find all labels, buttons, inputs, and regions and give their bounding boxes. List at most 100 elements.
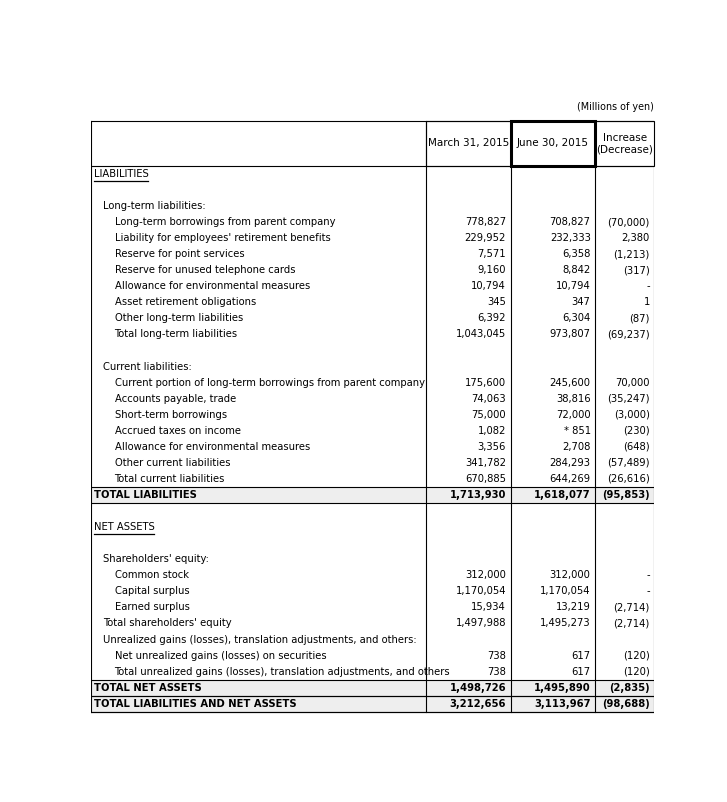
Text: (648): (648) [623, 442, 650, 452]
Text: Increase
(Decrease): Increase (Decrease) [596, 132, 653, 154]
Text: Liability for employees' retirement benefits: Liability for employees' retirement bene… [115, 233, 330, 243]
Text: 778,827: 778,827 [465, 217, 506, 227]
Text: 232,333: 232,333 [550, 233, 590, 243]
Text: 284,293: 284,293 [550, 458, 590, 468]
Text: 617: 617 [571, 650, 590, 661]
Text: NET ASSETS: NET ASSETS [94, 522, 154, 533]
Text: Total shareholders' equity: Total shareholders' equity [103, 618, 232, 629]
Text: 973,807: 973,807 [550, 330, 590, 339]
Text: 3,356: 3,356 [478, 442, 506, 452]
Text: Other long-term liabilities: Other long-term liabilities [115, 314, 243, 323]
Text: (Millions of yen): (Millions of yen) [577, 102, 654, 111]
Text: (69,237): (69,237) [607, 330, 650, 339]
Text: 38,816: 38,816 [556, 394, 590, 403]
Text: (317): (317) [623, 265, 650, 275]
Text: 1,170,054: 1,170,054 [456, 586, 506, 597]
Text: 6,392: 6,392 [478, 314, 506, 323]
Text: 312,000: 312,000 [550, 570, 590, 581]
Text: 6,304: 6,304 [563, 314, 590, 323]
Text: Reserve for point services: Reserve for point services [115, 249, 244, 259]
Text: Reserve for unused telephone cards: Reserve for unused telephone cards [115, 265, 295, 275]
Text: 1,170,054: 1,170,054 [540, 586, 590, 597]
Text: Common stock: Common stock [115, 570, 188, 581]
Text: 738: 738 [487, 666, 506, 677]
Text: 72,000: 72,000 [556, 410, 590, 419]
Text: 70,000: 70,000 [615, 378, 650, 387]
Text: 229,952: 229,952 [465, 233, 506, 243]
Text: 1,043,045: 1,043,045 [456, 330, 506, 339]
Text: 10,794: 10,794 [471, 282, 506, 291]
Text: -: - [646, 570, 650, 581]
Text: Capital surplus: Capital surplus [115, 586, 189, 597]
Text: Accrued taxes on income: Accrued taxes on income [115, 426, 241, 435]
Text: * 851: * 851 [563, 426, 590, 435]
Text: 2,708: 2,708 [562, 442, 590, 452]
Bar [510, 121, 595, 166]
Text: (3,000): (3,000) [614, 410, 650, 419]
Text: Earned surplus: Earned surplus [115, 602, 190, 613]
Text: 738: 738 [487, 650, 506, 661]
Text: 617: 617 [571, 666, 590, 677]
Text: (98,688): (98,688) [602, 699, 650, 709]
Text: Allowance for environmental measures: Allowance for environmental measures [115, 282, 310, 291]
Text: 670,885: 670,885 [465, 474, 506, 484]
Text: Short-term borrowings: Short-term borrowings [115, 410, 227, 419]
Text: Current liabilities:: Current liabilities: [103, 362, 192, 371]
Text: 1,497,988: 1,497,988 [456, 618, 506, 629]
Bar [91, 487, 654, 503]
Text: 2,380: 2,380 [622, 233, 650, 243]
Text: (120): (120) [623, 666, 650, 677]
Text: 9,160: 9,160 [478, 265, 506, 275]
Text: (95,853): (95,853) [602, 490, 650, 500]
Bar [91, 696, 654, 712]
Text: (35,247): (35,247) [607, 394, 650, 403]
Text: June 30, 2015: June 30, 2015 [517, 139, 589, 148]
Text: Allowance for environmental measures: Allowance for environmental measures [115, 442, 310, 452]
Text: Asset retirement obligations: Asset retirement obligations [115, 298, 256, 307]
Text: (1,213): (1,213) [614, 249, 650, 259]
Text: 245,600: 245,600 [550, 378, 590, 387]
Text: 13,219: 13,219 [555, 602, 590, 613]
Text: 74,063: 74,063 [472, 394, 506, 403]
Text: Current portion of long-term borrowings from parent company: Current portion of long-term borrowings … [115, 378, 425, 387]
Text: (120): (120) [623, 650, 650, 661]
Text: TOTAL NET ASSETS: TOTAL NET ASSETS [94, 683, 201, 693]
Text: 1,495,273: 1,495,273 [540, 618, 590, 629]
Text: 1: 1 [643, 298, 650, 307]
Text: 1,082: 1,082 [478, 426, 506, 435]
Text: 312,000: 312,000 [465, 570, 506, 581]
Text: 6,358: 6,358 [562, 249, 590, 259]
Text: TOTAL LIABILITIES AND NET ASSETS: TOTAL LIABILITIES AND NET ASSETS [94, 699, 297, 709]
Text: 1,618,077: 1,618,077 [534, 490, 590, 500]
Text: 10,794: 10,794 [556, 282, 590, 291]
Text: Total long-term liabilities: Total long-term liabilities [115, 330, 238, 339]
Text: 1,498,726: 1,498,726 [449, 683, 506, 693]
Text: 644,269: 644,269 [550, 474, 590, 484]
Text: LIABILITIES: LIABILITIES [94, 169, 148, 179]
Text: Total current liabilities: Total current liabilities [115, 474, 225, 484]
Text: Unrealized gains (losses), translation adjustments, and others:: Unrealized gains (losses), translation a… [103, 634, 417, 645]
Text: 3,212,656: 3,212,656 [449, 699, 506, 709]
Text: TOTAL LIABILITIES: TOTAL LIABILITIES [94, 490, 196, 500]
Text: Accounts payable, trade: Accounts payable, trade [115, 394, 236, 403]
Text: Long-term liabilities:: Long-term liabilities: [103, 201, 206, 211]
Text: 1,713,930: 1,713,930 [450, 490, 506, 500]
Text: (2,714): (2,714) [614, 618, 650, 629]
Text: (2,714): (2,714) [614, 602, 650, 613]
Text: 8,842: 8,842 [563, 265, 590, 275]
Text: 341,782: 341,782 [465, 458, 506, 468]
Text: Other current liabilities: Other current liabilities [115, 458, 230, 468]
Text: March 31, 2015: March 31, 2015 [427, 139, 509, 148]
Text: 1,495,890: 1,495,890 [534, 683, 590, 693]
Text: 7,571: 7,571 [478, 249, 506, 259]
Text: 347: 347 [571, 298, 590, 307]
Text: 175,600: 175,600 [465, 378, 506, 387]
Text: (70,000): (70,000) [608, 217, 650, 227]
Bar [426, 121, 654, 166]
Text: 75,000: 75,000 [472, 410, 506, 419]
Text: Net unrealized gains (losses) on securities: Net unrealized gains (losses) on securit… [115, 650, 326, 661]
Text: Shareholders' equity:: Shareholders' equity: [103, 554, 209, 565]
Text: Total unrealized gains (losses), translation adjustments, and others: Total unrealized gains (losses), transla… [115, 666, 450, 677]
Text: 3,113,967: 3,113,967 [534, 699, 590, 709]
Text: (87): (87) [630, 314, 650, 323]
